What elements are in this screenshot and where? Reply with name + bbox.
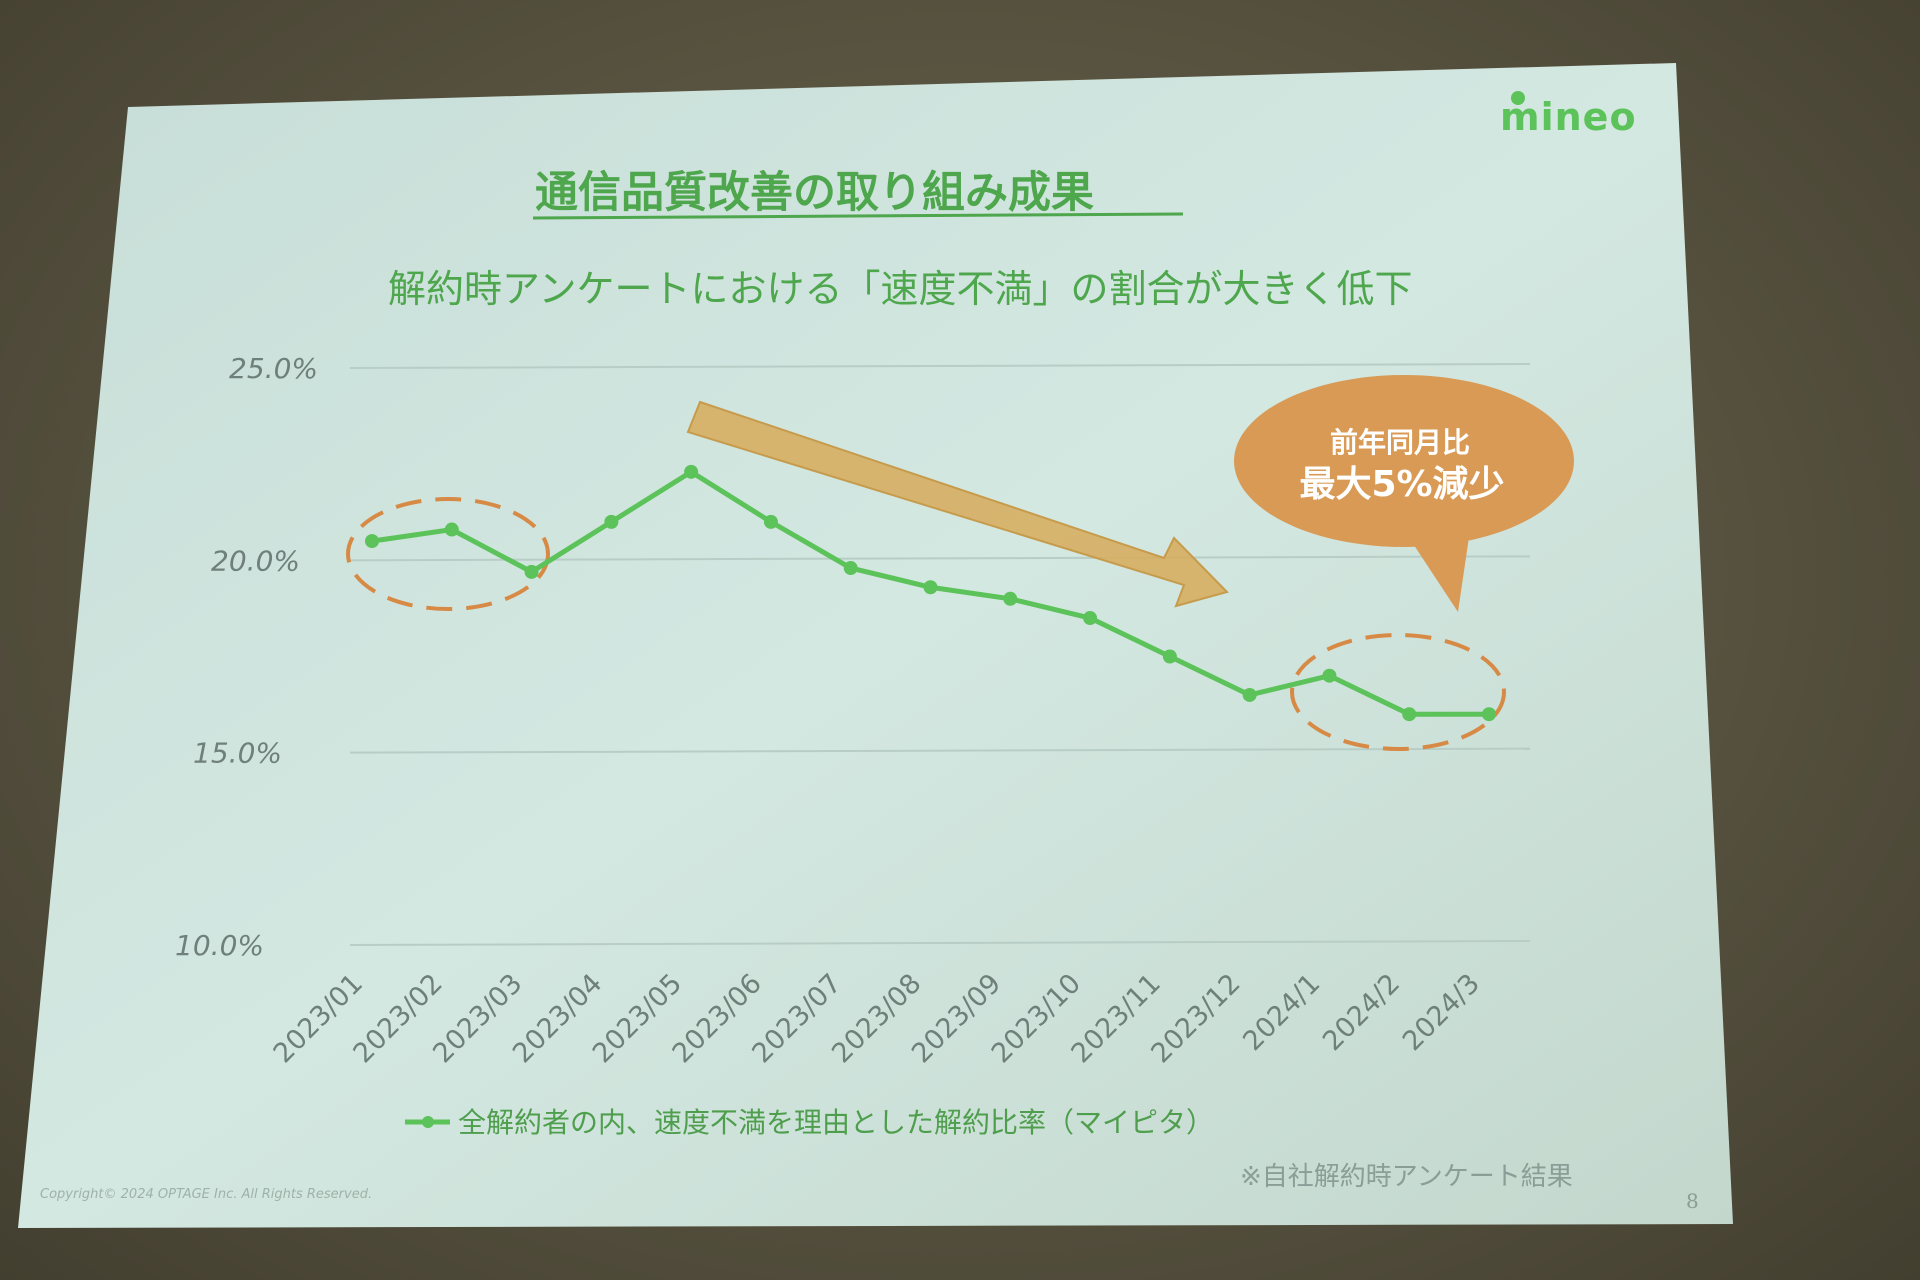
logo-leaf-icon (1511, 91, 1525, 105)
slide-subtitle: 解約時アンケートにおける「速度不満」の割合が大きく低下 (388, 267, 1412, 311)
data-point (604, 514, 619, 529)
highlight-ellipse-end (1290, 633, 1506, 751)
highlight-ellipse-start (346, 497, 550, 611)
data-point (684, 464, 699, 479)
y-tick-label: 10.0% (175, 929, 264, 962)
gridline (349, 940, 1531, 946)
y-tick-label: 20.0% (211, 544, 300, 577)
downward-trend-arrow (686, 400, 1229, 608)
data-point (1242, 687, 1257, 702)
y-tick-label: 15.0% (193, 737, 282, 770)
chart-legend: 全解約者の内、速度不満を理由とした解約比率（マイピタ） (405, 1106, 1214, 1139)
slide-title: 通信品質改善の取り組み成果 (535, 168, 1094, 218)
gridline (349, 363, 1531, 369)
slide-background (18, 63, 1733, 1228)
data-point (1322, 668, 1337, 683)
legend-label: 全解約者の内、速度不満を理由とした解約比率（マイピタ） (458, 1106, 1214, 1139)
data-point (444, 522, 459, 537)
data-point (843, 561, 858, 576)
y-tick-label: 25.0% (229, 352, 318, 385)
data-point (1482, 707, 1496, 722)
title-underline (532, 212, 1184, 220)
series-line-group (365, 464, 1496, 722)
page-number: 8 (1686, 1189, 1699, 1213)
gridline (349, 747, 1531, 754)
data-point (1162, 649, 1177, 664)
callout-bubble: 前年同月比 最大5%減少 (1234, 375, 1574, 612)
data-point (763, 514, 778, 529)
legend-marker (422, 1116, 434, 1128)
copyright: Copyright© 2024 OPTAGE Inc. All Rights R… (40, 1187, 372, 1202)
data-point (524, 564, 539, 579)
data-point (1003, 591, 1018, 606)
data-point (1402, 707, 1417, 722)
source-note: ※自社解約時アンケート結果 (1240, 1162, 1573, 1192)
data-point (365, 534, 379, 549)
data-point (1083, 611, 1098, 626)
callout-line1: 前年同月比 (1330, 426, 1470, 459)
callout-line2: 最大5%減少 (1299, 464, 1504, 505)
data-point (923, 580, 938, 595)
